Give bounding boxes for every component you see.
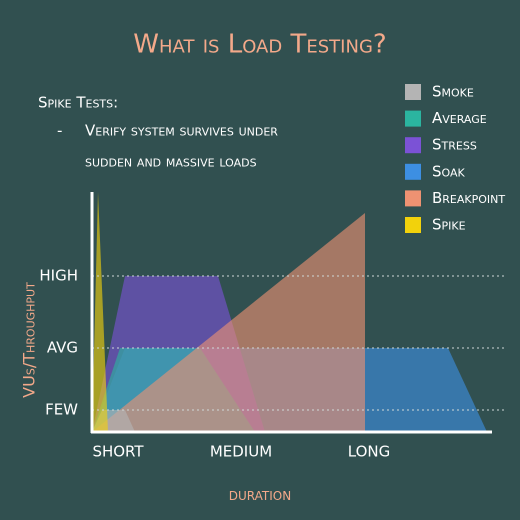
- desc-line: sudden and massive loads: [85, 153, 257, 171]
- x-axis-label: duration: [229, 485, 291, 505]
- desc-bullet: -: [57, 122, 62, 140]
- legend-swatch: [405, 137, 421, 154]
- legend-label: Breakpoint: [432, 189, 505, 207]
- legend-label: Soak: [432, 162, 466, 180]
- profile-spike: [92, 192, 108, 432]
- y-level: AVG: [47, 339, 78, 357]
- desc-line: Verify system survives under: [85, 122, 278, 140]
- title: What is Load Testing?: [133, 30, 386, 60]
- legend: Smoke Average Stress Soak Breakpoint Spike: [405, 83, 505, 234]
- profile-breakpoint: [92, 213, 365, 432]
- legend-swatch: [405, 84, 421, 100]
- y-level: HIGH: [39, 267, 78, 285]
- legend-label: Spike: [432, 216, 466, 234]
- legend-label: Average: [432, 109, 487, 127]
- desc-heading: Spike Tests:: [38, 94, 118, 112]
- x-level: MEDIUM: [210, 443, 272, 461]
- legend-label: Stress: [432, 136, 477, 154]
- profiles: [92, 192, 487, 432]
- legend-swatch: [405, 163, 421, 180]
- legend-swatch: [405, 217, 421, 233]
- y-axis-label: VUs/Throughput: [20, 282, 39, 398]
- legend-swatch: [405, 190, 421, 207]
- x-level: SHORT: [92, 443, 144, 461]
- legend-label: Smoke: [432, 83, 474, 101]
- x-level: LONG: [348, 443, 390, 461]
- legend-swatch: [405, 110, 421, 127]
- y-level: FEW: [45, 401, 78, 419]
